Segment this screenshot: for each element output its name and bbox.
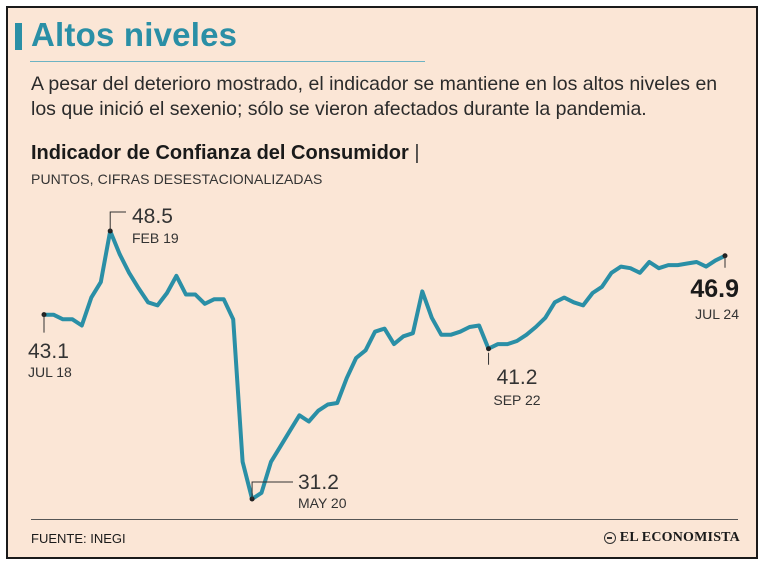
data-point: [695, 260, 699, 264]
data-point: [345, 376, 349, 380]
data-point: [155, 303, 160, 307]
series-line: [42, 229, 727, 501]
data-point: [222, 297, 226, 301]
data-point: [713, 258, 718, 263]
annotation-value-end: 46.9: [690, 275, 739, 303]
data-point: [316, 409, 320, 413]
data-point: [657, 266, 661, 270]
annotation-date-min: MAY 20: [298, 495, 347, 511]
footer-divider: [31, 519, 738, 520]
data-point: [562, 296, 566, 300]
data-point: [676, 263, 680, 267]
annotation-date-start: JUL 18: [28, 364, 72, 380]
infographic-card: [6, 6, 758, 559]
data-point: [203, 302, 207, 306]
data-point: [534, 325, 538, 329]
data-point: [524, 333, 528, 337]
annotation-value-sep22: 41.2: [497, 366, 538, 389]
title-divider: [30, 61, 425, 62]
data-point: [411, 331, 415, 335]
data-point: [392, 342, 396, 346]
chart-title: Indicador de Confianza del Consumidor |: [31, 142, 420, 165]
annotation-value-max: 48.5: [132, 205, 173, 228]
data-point: [307, 419, 311, 424]
data-point: [269, 460, 273, 464]
data-point: [515, 339, 519, 343]
data-point: [619, 265, 623, 269]
source-note: FUENTE: INEGI: [31, 531, 126, 546]
annotation-value-min: 31.2: [298, 471, 339, 494]
data-point: [382, 326, 387, 331]
data-point: [184, 292, 188, 297]
data-point: [297, 413, 301, 417]
data-point: [99, 280, 103, 284]
data-point: [146, 300, 150, 304]
data-point: [685, 261, 689, 266]
data-point: [354, 356, 358, 360]
data-point: [420, 289, 424, 294]
data-point: [51, 313, 56, 317]
data-point: [118, 252, 122, 256]
data-point: [609, 271, 614, 275]
data-point: [543, 316, 547, 320]
data-point: [288, 429, 292, 433]
data-point: [647, 260, 651, 264]
annotation-date-end: JUL 24: [695, 306, 739, 322]
data-point: [458, 330, 462, 334]
data-point: [89, 296, 93, 300]
data-point: [628, 266, 633, 270]
chart-units: PUNTOS, CIFRAS DESESTACIONALIZADAS: [31, 171, 323, 187]
data-point: [477, 323, 481, 328]
annotation-date-max: FEB 19: [132, 230, 179, 246]
data-point: [590, 291, 595, 295]
data-point: [241, 460, 245, 464]
data-point: [335, 401, 339, 405]
annotation-leader-max: [109, 211, 126, 231]
chart-marks: [41, 228, 728, 502]
data-point: [430, 316, 434, 320]
data-point: [600, 285, 604, 289]
data-point: [572, 300, 576, 304]
data-point: [401, 334, 406, 338]
data-point: [553, 300, 557, 304]
brand-name: EL ECONOMISTA: [619, 530, 740, 545]
data-point: [165, 291, 169, 295]
data-point: [278, 444, 283, 448]
data-point: [136, 286, 141, 290]
data-point: [363, 348, 368, 352]
data-point: [80, 323, 84, 328]
data-point: [127, 271, 131, 275]
data-point: [468, 325, 472, 329]
data-point: [259, 491, 264, 495]
chart-title-text: Indicador de Confianza del Consumidor: [31, 142, 409, 164]
title-accent-bar: [15, 23, 22, 50]
annotation-value-start: 43.1: [28, 340, 69, 363]
data-point: [439, 333, 443, 337]
annotation-leader-min: [251, 481, 293, 499]
brand-logo-icon: [603, 532, 616, 544]
data-point: [496, 342, 500, 346]
data-point: [581, 303, 585, 307]
chart-title-separator: |: [414, 142, 420, 164]
data-point: [231, 317, 235, 321]
annotation-date-sep22: SEP 22: [493, 392, 540, 408]
data-point: [638, 271, 642, 275]
subtitle: A pesar del deterioro mostrado, el indic…: [31, 73, 718, 120]
data-point: [70, 317, 74, 321]
data-point: [61, 317, 65, 321]
data-point: [449, 333, 453, 337]
annotation-dot-sep22: [486, 346, 492, 352]
data-point: [193, 292, 197, 297]
data-point: [174, 274, 179, 278]
brand: EL ECONOMISTA: [603, 530, 740, 546]
data-point: [326, 402, 330, 407]
data-point: [212, 297, 216, 301]
data-point: [666, 263, 670, 267]
page-title: Altos niveles: [31, 16, 238, 53]
data-point: [373, 330, 377, 334]
data-point: [704, 265, 708, 269]
data-point: [505, 342, 510, 346]
